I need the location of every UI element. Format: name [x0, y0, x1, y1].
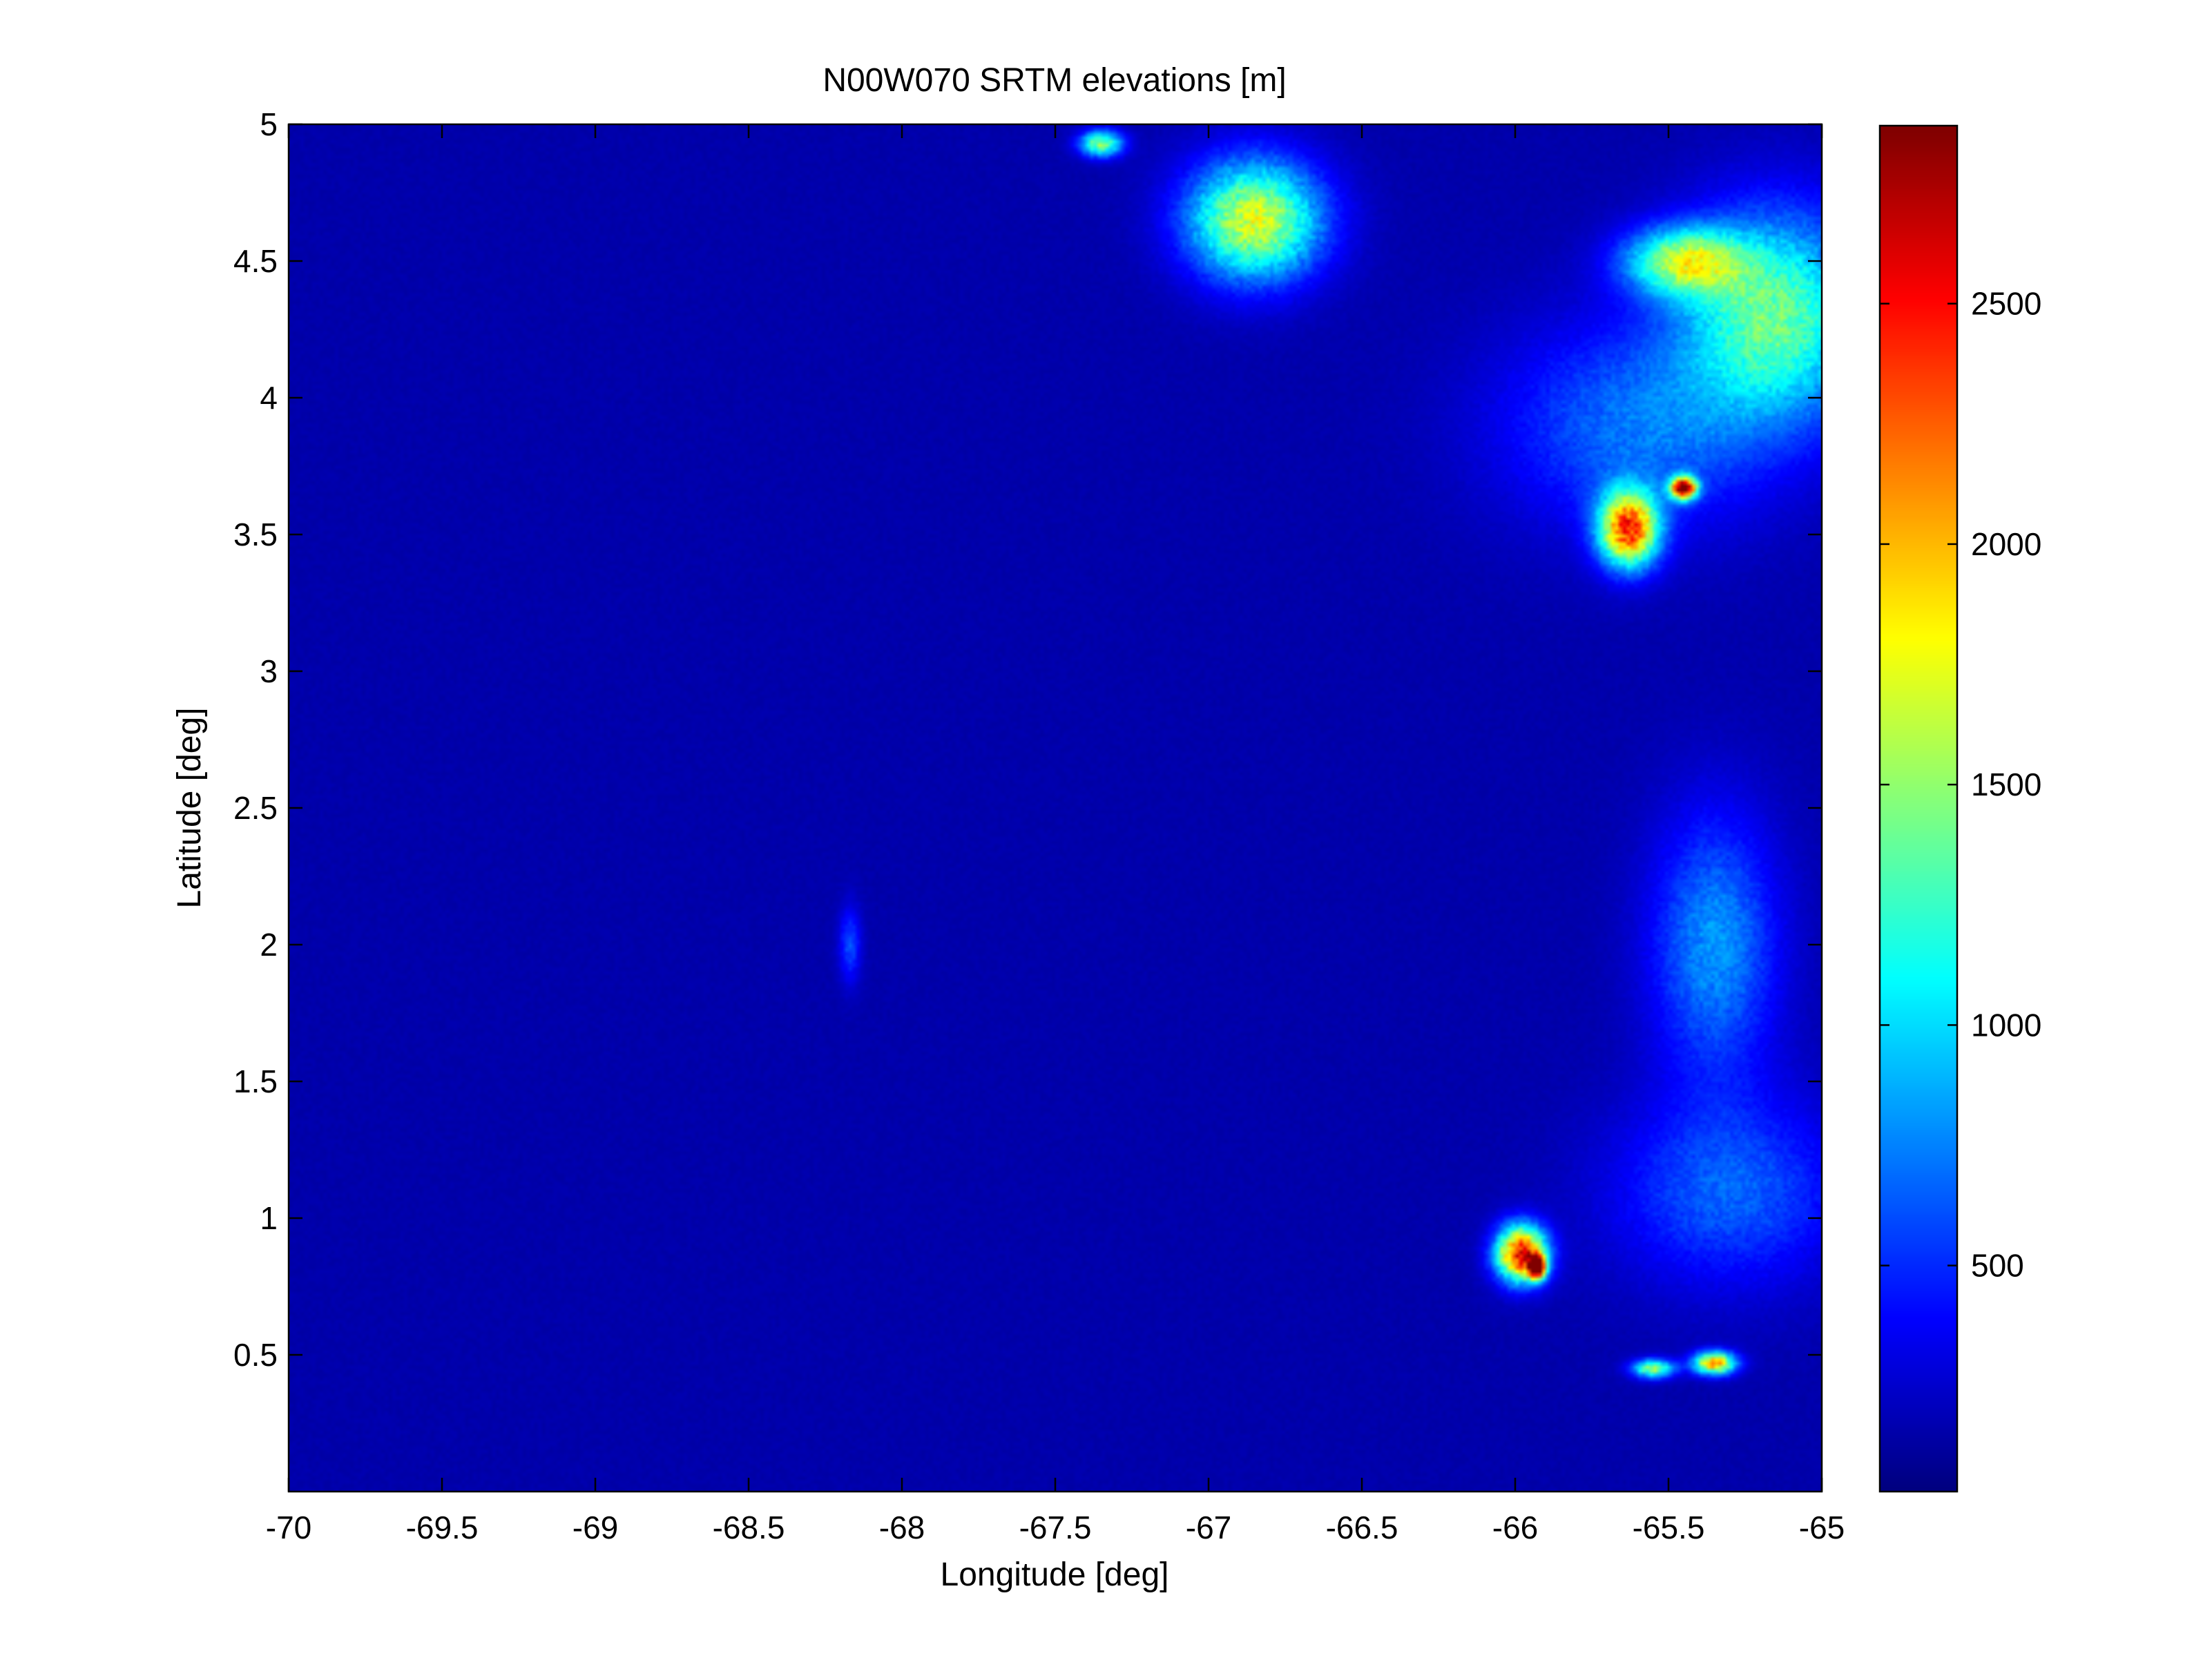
x-tick-label: -67.5	[1019, 1510, 1092, 1545]
y-tick-label: 2.5	[233, 790, 278, 826]
colorbar-gradient	[1880, 126, 1957, 1492]
x-tick-label: -67	[1186, 1510, 1231, 1545]
y-tick-label: 1.5	[233, 1063, 278, 1099]
x-tick-label: -65	[1799, 1510, 1845, 1545]
y-tick-label: 4	[260, 380, 278, 416]
y-tick-label: 5	[260, 106, 278, 142]
y-tick-label: 4.5	[233, 243, 278, 279]
x-tick-label: -65.5	[1633, 1510, 1705, 1545]
elevation-heatmap	[289, 124, 1822, 1492]
colorbar-tick-label: 2500	[1971, 286, 2041, 322]
x-tick-label: -66.5	[1326, 1510, 1398, 1545]
x-tick-label: -70	[266, 1510, 311, 1545]
x-tick-label: -69	[573, 1510, 618, 1545]
x-tick-label: -69.5	[406, 1510, 479, 1545]
colorbar-ticks: 500 1000 1500 2000 2500	[1880, 286, 2041, 1284]
y-tick-label: 1	[260, 1200, 278, 1236]
x-tick-label: -68.5	[713, 1510, 785, 1545]
x-tick-label: -68	[879, 1510, 925, 1545]
x-axis-label: Longitude [deg]	[941, 1556, 1169, 1593]
y-axis-label: Latitude [deg]	[171, 708, 208, 909]
chart-title: N00W070 SRTM elevations [m]	[823, 62, 1286, 99]
x-axis: -70 -69.5 -69 -68.5 -68 -67.5 -67 -66.5 -66 -65.5…	[266, 124, 1845, 1545]
colorbar-frame	[1878, 124, 1959, 1493]
colorbar-tick-label: 500	[1971, 1248, 2024, 1284]
colorbar: 500 1000 1500 2000 2500	[1878, 124, 2041, 1493]
y-tick-label: 3.5	[233, 517, 278, 552]
colorbar-tick-label: 1000	[1971, 1007, 2041, 1043]
y-tick-label: 0.5	[233, 1337, 278, 1373]
colorbar-tick-label: 1500	[1971, 767, 2041, 802]
plot-area	[287, 123, 1823, 1493]
y-tick-label: 2	[260, 927, 278, 963]
colorbar-tick-label: 2000	[1971, 526, 2041, 562]
y-axis: 0.5 1 1.5 2 2.5 3 3.5 4 4.5 5	[233, 106, 1822, 1373]
x-tick-label: -66	[1492, 1510, 1538, 1545]
y-tick-label: 3	[260, 653, 278, 689]
